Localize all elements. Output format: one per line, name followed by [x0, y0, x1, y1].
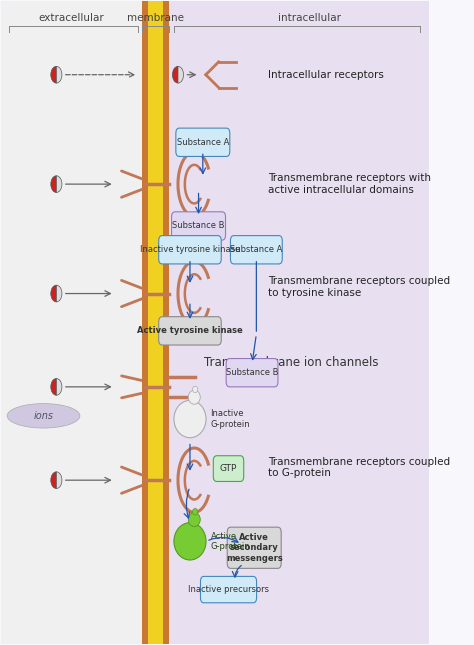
Text: Transmembrane receptors coupled
to tyrosine kinase: Transmembrane receptors coupled to tyros… [268, 276, 450, 298]
Text: membrane: membrane [128, 13, 184, 23]
Wedge shape [51, 66, 56, 83]
Wedge shape [51, 472, 56, 488]
Bar [143, 1, 148, 644]
FancyBboxPatch shape [201, 577, 256, 603]
Wedge shape [56, 175, 62, 192]
Ellipse shape [188, 512, 200, 526]
Text: Transmembrane receptors coupled
to G-protein: Transmembrane receptors coupled to G-pro… [268, 457, 450, 478]
Text: GTP: GTP [220, 464, 237, 473]
Text: Transmembrane receptors with
active intracellular domains: Transmembrane receptors with active intr… [268, 174, 431, 195]
FancyBboxPatch shape [176, 128, 230, 157]
Text: ions: ions [34, 411, 54, 421]
Ellipse shape [7, 404, 80, 428]
Text: Inactive tyrosine kinase: Inactive tyrosine kinase [140, 245, 240, 254]
Ellipse shape [192, 386, 198, 393]
Wedge shape [51, 285, 56, 302]
Text: extracellular: extracellular [39, 13, 104, 23]
FancyBboxPatch shape [227, 527, 281, 568]
Ellipse shape [174, 401, 206, 438]
Text: Substance A: Substance A [230, 245, 283, 254]
Text: Substance A: Substance A [177, 138, 229, 147]
Text: Active tyrosine kinase: Active tyrosine kinase [137, 326, 243, 335]
Text: Substance B: Substance B [226, 368, 278, 377]
Text: Inactive precursors: Inactive precursors [188, 585, 269, 594]
Bar [164, 1, 169, 644]
Wedge shape [56, 472, 62, 488]
Wedge shape [51, 175, 56, 192]
Text: Substance B: Substance B [172, 221, 225, 230]
Wedge shape [56, 285, 62, 302]
Bar [0, 1, 143, 644]
Wedge shape [56, 379, 62, 395]
Wedge shape [56, 66, 62, 83]
Wedge shape [51, 379, 56, 395]
FancyBboxPatch shape [172, 212, 226, 240]
FancyBboxPatch shape [226, 359, 278, 387]
Bar [148, 1, 164, 644]
Wedge shape [173, 66, 178, 83]
FancyBboxPatch shape [230, 235, 282, 264]
Text: Inactive
G-protein: Inactive G-protein [210, 410, 250, 429]
Text: Intracellular receptors: Intracellular receptors [268, 70, 384, 80]
Text: Active
G-protein: Active G-protein [210, 531, 250, 551]
Ellipse shape [188, 390, 200, 404]
FancyBboxPatch shape [159, 235, 221, 264]
Ellipse shape [174, 522, 206, 560]
FancyBboxPatch shape [159, 317, 221, 345]
Text: intracellular: intracellular [278, 13, 340, 23]
Wedge shape [178, 66, 183, 83]
Ellipse shape [192, 508, 198, 515]
Text: Transmembrane ion channels: Transmembrane ion channels [204, 356, 378, 369]
Text: Active
secondary
messengers: Active secondary messengers [226, 533, 283, 562]
FancyBboxPatch shape [213, 456, 244, 481]
